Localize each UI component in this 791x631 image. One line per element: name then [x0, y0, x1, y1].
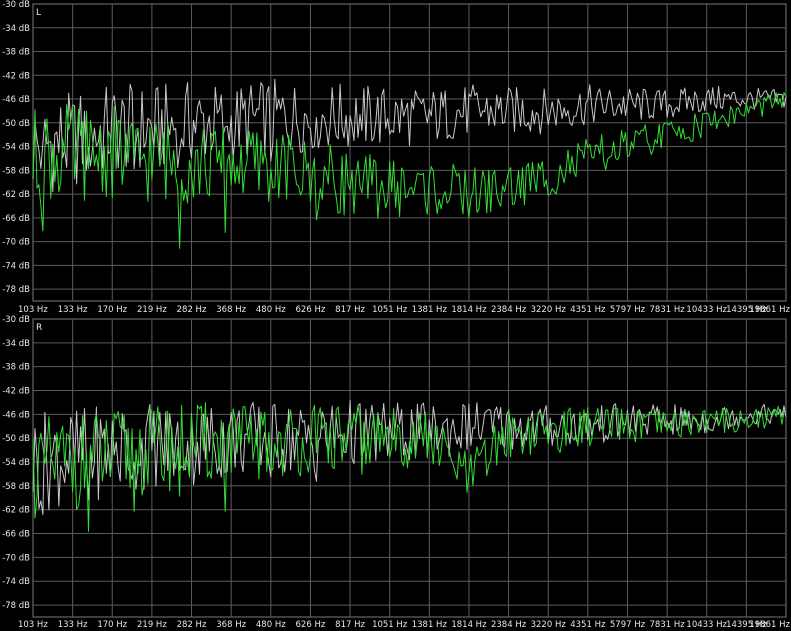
- x-tick-label: 7831 Hz: [650, 620, 686, 630]
- x-tick-label: 1814 Hz: [451, 620, 487, 630]
- x-tick-label: 19861 Hz: [749, 305, 790, 315]
- y-tick-label: -30 dB: [2, 0, 30, 10]
- y-tick-label: -66 dB: [2, 530, 30, 540]
- x-tick-label: 368 Hz: [216, 620, 246, 630]
- y-tick-label: -54 dB: [2, 143, 30, 153]
- x-tick-label: 5797 Hz: [610, 305, 646, 315]
- x-tick-label: 14395 Hz: [726, 305, 767, 315]
- y-tick-label: -70 dB: [2, 238, 30, 248]
- x-tick-label: 1381 Hz: [412, 620, 448, 630]
- y-tick-label: -78 dB: [2, 285, 30, 295]
- x-tick-label: 3220 Hz: [531, 620, 567, 630]
- x-tick-label: 133 Hz: [58, 620, 88, 630]
- y-tick-label: -42 dB: [2, 71, 30, 81]
- y-tick-label: -74 dB: [2, 577, 30, 587]
- y-tick-label: -58 dB: [2, 482, 30, 492]
- y-tick-label: -50 dB: [2, 119, 30, 129]
- x-tick-label: 817 Hz: [335, 620, 365, 630]
- y-tick-label: -34 dB: [2, 339, 30, 349]
- y-tick-label: -38 dB: [2, 48, 30, 58]
- x-tick-label: 480 Hz: [256, 305, 286, 315]
- plot-area-L: [32, 3, 787, 302]
- x-tick-label: 4351 Hz: [570, 620, 606, 630]
- x-tick-label: 626 Hz: [296, 305, 326, 315]
- x-tick-label: 1381 Hz: [412, 305, 448, 315]
- y-tick-label: -34 dB: [2, 24, 30, 34]
- x-tick-label: 7831 Hz: [650, 305, 686, 315]
- y-tick-label: -62 dB: [2, 506, 30, 516]
- y-tick-label: -78 dB: [2, 601, 30, 611]
- y-tick-label: -62 dB: [2, 190, 30, 200]
- y-tick-label: -66 dB: [2, 214, 30, 224]
- x-tick-label: 1051 Hz: [372, 305, 408, 315]
- series-trace-green-L: [32, 92, 787, 249]
- y-tick-label: -46 dB: [2, 410, 30, 420]
- channel-label-R: R: [36, 323, 42, 333]
- x-tick-label: 480 Hz: [256, 620, 286, 630]
- x-tick-label: 817 Hz: [335, 305, 365, 315]
- y-tick-label: -38 dB: [2, 363, 30, 373]
- y-tick-label: -74 dB: [2, 261, 30, 271]
- x-tick-label: 14395 Hz: [726, 620, 767, 630]
- x-tick-label: 219 Hz: [137, 305, 167, 315]
- x-tick-label: 10433 Hz: [686, 305, 727, 315]
- x-tick-label: 282 Hz: [177, 305, 207, 315]
- x-tick-label: 10433 Hz: [686, 620, 727, 630]
- x-tick-label: 1051 Hz: [372, 620, 408, 630]
- plot-area-R: [32, 318, 787, 618]
- x-tick-label: 219 Hz: [137, 620, 167, 630]
- y-tick-label: -70 dB: [2, 553, 30, 563]
- x-tick-label: 170 Hz: [97, 620, 127, 630]
- x-tick-label: 19861 Hz: [749, 620, 790, 630]
- y-tick-label: -46 dB: [2, 95, 30, 105]
- series-trace-gray-L: [32, 78, 787, 193]
- series-trace-green-R: [32, 402, 787, 532]
- x-tick-label: 4351 Hz: [570, 305, 606, 315]
- x-tick-label: 3220 Hz: [531, 305, 567, 315]
- x-tick-label: 103 Hz: [18, 305, 48, 315]
- x-tick-label: 133 Hz: [58, 305, 88, 315]
- y-tick-label: -42 dB: [2, 387, 30, 397]
- x-tick-label: 2384 Hz: [491, 620, 527, 630]
- x-tick-label: 5797 Hz: [610, 620, 646, 630]
- x-tick-label: 282 Hz: [177, 620, 207, 630]
- x-tick-label: 626 Hz: [296, 620, 326, 630]
- y-tick-label: -50 dB: [2, 434, 30, 444]
- x-tick-label: 170 Hz: [97, 305, 127, 315]
- y-tick-label: -54 dB: [2, 458, 30, 468]
- x-tick-label: 368 Hz: [216, 305, 246, 315]
- y-tick-label: -58 dB: [2, 166, 30, 176]
- x-tick-label: 103 Hz: [18, 620, 48, 630]
- x-tick-label: 1814 Hz: [451, 305, 487, 315]
- y-tick-label: -30 dB: [2, 315, 30, 325]
- channel-label-L: L: [36, 8, 41, 18]
- x-tick-label: 2384 Hz: [491, 305, 527, 315]
